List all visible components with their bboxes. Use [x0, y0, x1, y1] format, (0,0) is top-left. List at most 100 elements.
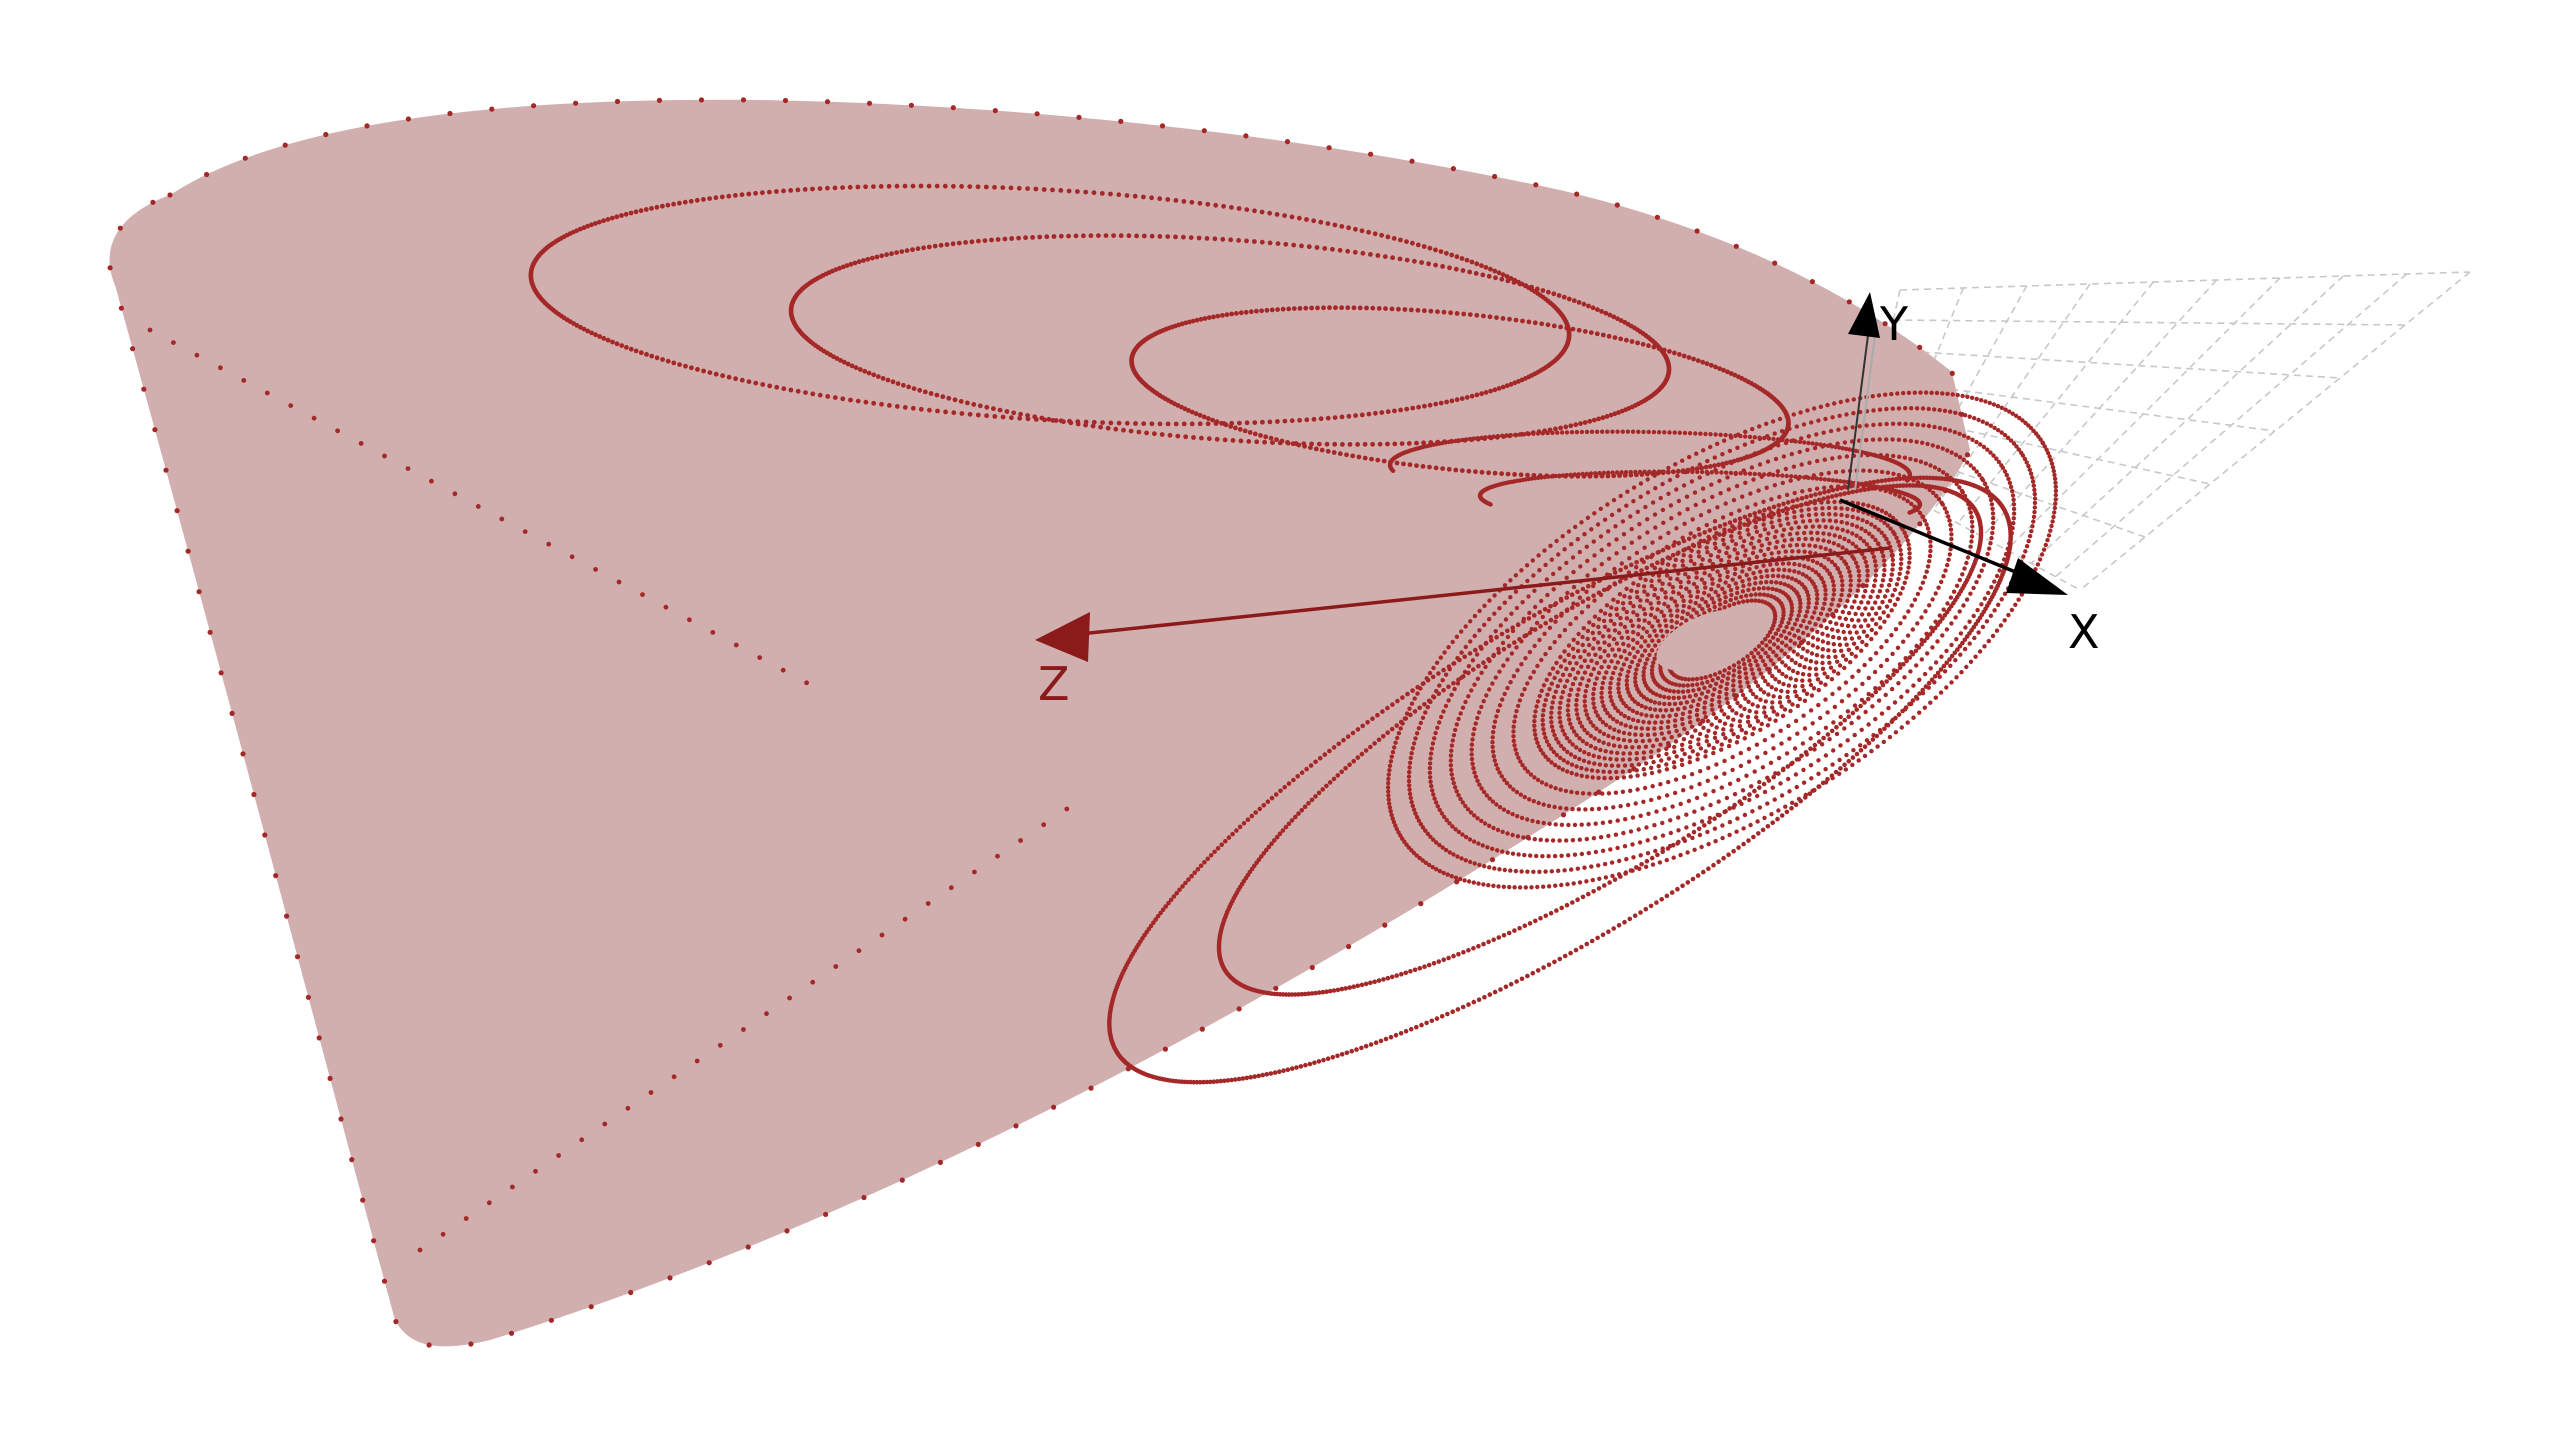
trajectory-point [1763, 678, 1768, 684]
trajectory-point [1633, 675, 1638, 681]
trajectory-point [1592, 705, 1597, 710]
trajectory-point [1572, 754, 1578, 760]
trajectory-point [1653, 848, 1658, 854]
trajectory-point [902, 183, 908, 189]
trajectory-point [1754, 710, 1759, 715]
trajectory-point [1832, 499, 1837, 505]
grid-line [1957, 281, 2154, 524]
trajectory-point [1884, 536, 1889, 542]
trajectory-point [1568, 752, 1574, 757]
trajectory-point [1787, 631, 1792, 636]
trajectory-point [1560, 767, 1566, 772]
trajectory-point [1676, 695, 1682, 700]
trajectory-point [1467, 312, 1473, 317]
trajectory-point [1805, 609, 1810, 614]
trajectory-point [1546, 803, 1552, 809]
trajectory-point [1459, 256, 1465, 261]
trajectory-point [1545, 592, 1550, 598]
trajectory-point [1552, 675, 1557, 681]
trajectory-point [1633, 671, 1638, 677]
trajectory-point [1775, 469, 1781, 474]
trajectory-point [1586, 652, 1592, 657]
trajectory-point [1779, 620, 1785, 625]
trajectory-point [1641, 584, 1647, 589]
trajectory-point [1728, 371, 1734, 376]
trajectory-point [795, 388, 801, 394]
trajectory-point [1733, 581, 1739, 586]
trajectory-point [1845, 709, 1851, 714]
trajectory-point [1407, 769, 1412, 775]
trajectory-point [1330, 246, 1335, 252]
trajectory-point [1718, 432, 1723, 437]
trajectory-point [1814, 476, 1820, 481]
trajectory-point [1608, 618, 1614, 623]
trajectory-point [1810, 643, 1816, 648]
trajectory-point [1502, 600, 1508, 605]
boundary-point [429, 478, 434, 484]
trajectory-point [1604, 603, 1610, 608]
trajectory-point [1649, 765, 1654, 770]
trajectory-point [1429, 746, 1435, 751]
trajectory-point [1949, 680, 1954, 685]
trajectory-point [1566, 822, 1571, 828]
trajectory-point [2009, 607, 2015, 613]
trajectory-point [1141, 233, 1147, 239]
trajectory-point [951, 183, 956, 189]
trajectory-point [1666, 779, 1671, 785]
trajectory-point [1582, 694, 1588, 699]
boundary-point [264, 390, 270, 396]
trajectory-point [1204, 236, 1210, 241]
trajectory-point [1929, 625, 1934, 630]
trajectory-point [1659, 469, 1664, 474]
trajectory-point [1679, 757, 1685, 763]
trajectory-point [1897, 571, 1902, 576]
trajectory-point [1558, 425, 1563, 431]
trajectory-point [1626, 669, 1631, 674]
trajectory-point [1673, 557, 1679, 562]
trajectory-point [1783, 549, 1788, 554]
trajectory-point [1717, 689, 1723, 695]
trajectory-point [1755, 719, 1761, 724]
trajectory-point [1766, 546, 1771, 552]
trajectory-point [1535, 699, 1541, 704]
trajectory-point [1669, 624, 1675, 630]
trajectory-point [1680, 558, 1685, 564]
trajectory-point [1602, 861, 1608, 867]
trajectory-point [1039, 415, 1045, 421]
trajectory-point [1756, 586, 1762, 591]
trajectory-point [1814, 592, 1820, 597]
trajectory-point [1815, 596, 1820, 601]
trajectory-point [1641, 626, 1646, 631]
trajectory-point [1593, 709, 1599, 714]
trajectory-point [1399, 441, 1405, 446]
trajectory-point [1541, 683, 1547, 688]
trajectory-point [1860, 639, 1865, 645]
trajectory-point [1734, 556, 1740, 561]
trajectory-point [1397, 256, 1403, 262]
trajectory-point [1450, 738, 1456, 743]
trajectory-point [1687, 605, 1692, 610]
trajectory-point [1939, 500, 1944, 505]
trajectory-point [1729, 534, 1734, 539]
trajectory-point [1466, 694, 1471, 699]
trajectory-point [1850, 425, 1855, 430]
trajectory-point [1895, 645, 1901, 650]
trajectory-point [1051, 234, 1057, 239]
trajectory-point [788, 387, 794, 393]
trajectory-point [866, 370, 872, 376]
trajectory-point [1575, 866, 1581, 871]
trajectory-point [1517, 281, 1523, 287]
trajectory-point [915, 246, 921, 252]
trajectory-point [1771, 709, 1777, 714]
trajectory-point [1016, 185, 1022, 191]
trajectory-point [1850, 762, 1855, 768]
trajectory-point [1860, 518, 1865, 523]
trajectory-point [1688, 745, 1693, 750]
trajectory-point [1656, 795, 1662, 800]
trajectory-point [1764, 421, 1769, 426]
trajectory-point [1872, 669, 1878, 675]
trajectory-point [1840, 587, 1845, 593]
trajectory-point [1476, 710, 1482, 715]
trajectory-point [2016, 447, 2022, 452]
